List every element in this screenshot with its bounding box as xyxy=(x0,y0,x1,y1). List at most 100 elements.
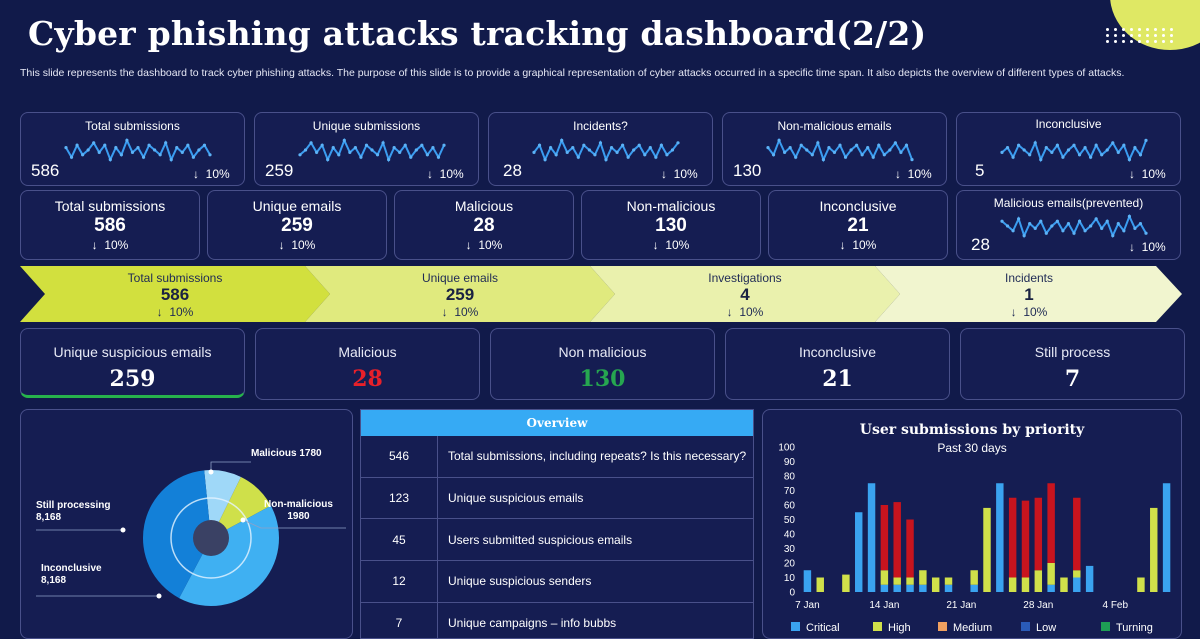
stat-card-unique-emails: Unique emails 259 ↓ 10% xyxy=(207,190,387,260)
sparkline-point xyxy=(1005,146,1010,150)
bar-high xyxy=(1060,577,1068,592)
card-label: Unique submissions xyxy=(312,119,421,133)
sparkline-point xyxy=(888,148,892,152)
donut-slice-malicious xyxy=(204,470,241,525)
sparkline-point xyxy=(771,153,776,157)
sparkline-point xyxy=(654,155,658,159)
sparkline-point xyxy=(420,143,424,147)
sparkline-point xyxy=(899,150,903,154)
card-pct: ↓ 10% xyxy=(427,167,464,181)
legend-swatch xyxy=(1101,622,1110,631)
sparkline xyxy=(298,137,446,163)
sparkline-point xyxy=(141,155,146,159)
card-label: Unique emails xyxy=(252,198,342,214)
card-value: 259 xyxy=(109,366,156,392)
sparkline-point xyxy=(1089,155,1093,159)
sparkline-point xyxy=(632,148,636,152)
sparkline-point xyxy=(777,138,781,142)
sparkline-point xyxy=(197,148,201,152)
card-label: Inconclusive xyxy=(1035,117,1102,131)
x-tick-label: 28 Jan xyxy=(1023,600,1053,611)
chart-subtitle: Past 30 days xyxy=(937,441,1007,455)
sparkline-point xyxy=(1105,219,1109,223)
bar-red xyxy=(1073,497,1081,571)
sparkline-point xyxy=(86,148,90,152)
card-pct: ↓ 10% xyxy=(193,167,230,181)
table-row: 123 Unique suspicious emails xyxy=(361,477,753,520)
sparkline-point xyxy=(1050,150,1054,154)
bar-critical xyxy=(1047,584,1055,592)
bar-high xyxy=(1073,570,1081,578)
sparkline-point xyxy=(532,150,536,154)
sparkline-point xyxy=(554,153,558,157)
card-value: 7 xyxy=(1064,366,1081,392)
card-value: 130 xyxy=(733,161,762,180)
bar-high xyxy=(970,570,978,585)
sparkline-point xyxy=(348,150,352,154)
sparkline-point xyxy=(1116,150,1120,154)
sparkline-point xyxy=(882,153,886,157)
sparkline-point xyxy=(604,158,608,162)
sparkline-point xyxy=(1100,153,1104,157)
bar-high xyxy=(944,577,953,585)
sparkline-point xyxy=(1028,153,1032,157)
bar-critical xyxy=(1085,565,1094,592)
sparkline-point xyxy=(1005,224,1010,228)
big-card-non-malicious: Non malicious 130 xyxy=(490,328,715,400)
x-tick-label: 4 Feb xyxy=(1102,600,1128,611)
sparkline-point xyxy=(1144,138,1148,142)
sparkline xyxy=(1000,138,1148,163)
card-label: Still process xyxy=(1034,344,1111,360)
sparkline-point xyxy=(403,143,407,147)
sparkline-point xyxy=(392,146,396,150)
sparkline-point xyxy=(904,143,909,147)
sparkline-point xyxy=(208,153,212,157)
sparkline-point xyxy=(593,153,597,157)
sparkline-point xyxy=(331,146,335,150)
y-tick-label: 10 xyxy=(784,573,796,584)
bar-high xyxy=(816,577,824,592)
sparkline-point xyxy=(1000,150,1004,154)
sparkline-point xyxy=(1077,219,1082,223)
sparkline-point xyxy=(1017,217,1021,221)
y-tick-label: 70 xyxy=(784,486,796,497)
bar-critical xyxy=(1162,483,1171,592)
card-pct: ↓ 10% xyxy=(839,238,877,252)
sparkline-point xyxy=(827,146,831,150)
legend-swatch xyxy=(873,622,882,631)
sparkline-point xyxy=(565,150,569,154)
sparkline-point xyxy=(560,138,564,142)
sparkline-point xyxy=(326,158,330,162)
bar-critical xyxy=(919,584,927,592)
sparkline-point xyxy=(670,148,675,152)
big-card-inconclusive: Inconclusive 21 xyxy=(725,328,950,400)
card-value: 28 xyxy=(352,366,383,392)
card-label: Unique suspicious emails xyxy=(53,344,212,360)
y-tick-label: 90 xyxy=(784,457,796,468)
sparkline-point xyxy=(893,141,897,145)
sparkline-point xyxy=(659,143,663,147)
sparkline-point xyxy=(1111,141,1115,145)
sparkline-point xyxy=(370,148,374,152)
sparkline-point xyxy=(598,141,603,145)
sparkline-point xyxy=(810,153,814,157)
sparkline-point xyxy=(1138,153,1143,157)
sparkline-point xyxy=(676,141,680,145)
sparkline-point xyxy=(576,155,580,159)
bar-high xyxy=(1008,577,1017,592)
sparkline-point xyxy=(805,148,809,152)
page-description: This slide represents the dashboard to t… xyxy=(20,67,1125,79)
funnel: Total submissions 586 ↓ 10% Unique emails… xyxy=(20,266,1182,322)
card-pct: ↓ 10% xyxy=(652,238,690,252)
leader-line xyxy=(210,461,251,472)
card-label: Malicious xyxy=(454,198,514,214)
sparkline-point xyxy=(1094,217,1098,221)
stat-card-malicious: Malicious 28 ↓ 10% xyxy=(394,190,574,260)
sparkline-point xyxy=(783,150,787,154)
funnel-step-unique-emails: Unique emails 259 ↓ 10% xyxy=(421,271,499,319)
card-value: 21 xyxy=(847,215,869,236)
bar-chart: 0 10 20 30 40 50 60 70 80 90 100 7 Jan 14 Jan 21 Jan 2… xyxy=(778,443,1171,634)
sparkline-point xyxy=(1089,224,1093,228)
card-label: Malicious emails(prevented) xyxy=(993,196,1144,210)
card-label: Malicious xyxy=(338,344,397,360)
